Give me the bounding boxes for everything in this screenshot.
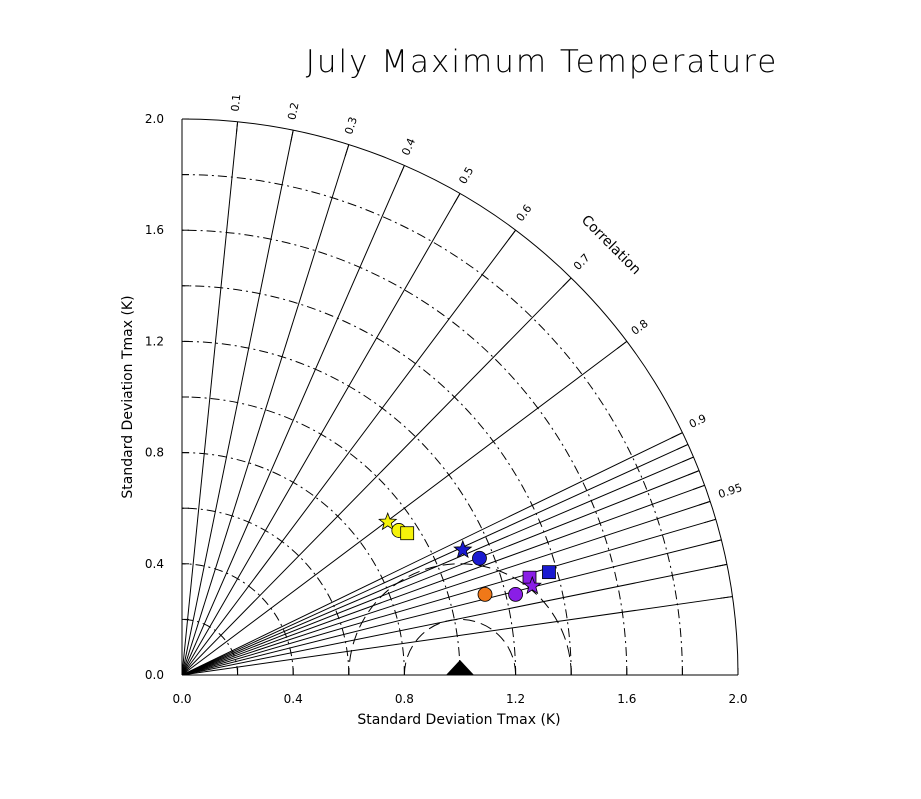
correlation-tick bbox=[715, 563, 727, 568]
correlation-tick-label: 0.5 bbox=[456, 165, 476, 187]
grid-layer bbox=[181, 121, 733, 676]
correlation-tick bbox=[562, 277, 572, 287]
reference-point-marker bbox=[446, 660, 474, 675]
correlation-tick-label: 0.7 bbox=[571, 251, 593, 273]
correlation-tick bbox=[507, 229, 516, 241]
x-tick-label: 1.2 bbox=[506, 692, 525, 706]
std-dev-arc bbox=[181, 174, 683, 676]
correlation-line bbox=[181, 432, 683, 676]
correlation-tick bbox=[709, 539, 722, 544]
correlation-tick bbox=[399, 165, 405, 177]
correlation-tick-label: 0.3 bbox=[342, 115, 360, 136]
y-axis-label: Standard Deviation Tmax (K) bbox=[120, 295, 136, 498]
correlation-line bbox=[181, 121, 239, 676]
correlation-tick bbox=[687, 470, 700, 476]
correlation-line bbox=[181, 340, 628, 676]
correlation-tick-label: 0.95 bbox=[717, 481, 744, 501]
correlation-line bbox=[181, 229, 516, 676]
std-dev-arc bbox=[181, 396, 461, 676]
y-tick-label: 2.0 bbox=[145, 112, 164, 126]
correlation-tick bbox=[235, 121, 239, 134]
axis-layer: 0.0 0.4 0.8 1.2 1.6 2.0 0.0 0.4 0.8 1.2 1.6 2.0 0.1 0… bbox=[145, 93, 748, 706]
correlation-tick-label: 0.2 bbox=[285, 101, 301, 121]
std-dev-arc bbox=[181, 285, 572, 676]
correlation-tick-label: 0.6 bbox=[514, 202, 535, 224]
y-tick-label: 0.8 bbox=[145, 446, 164, 460]
data-point-circle bbox=[508, 586, 523, 602]
correlation-tick bbox=[682, 456, 694, 463]
correlation-line bbox=[181, 484, 705, 676]
y-tick-label: 1.6 bbox=[145, 223, 164, 237]
correlation-line bbox=[181, 539, 722, 676]
correlation-line bbox=[181, 193, 461, 676]
correlation-tick-label: 0.8 bbox=[629, 317, 651, 338]
x-axis-label: Standard Deviation Tmax (K) bbox=[357, 712, 560, 728]
chart-title: July Maximum Temperature bbox=[306, 44, 779, 80]
correlation-tick bbox=[344, 144, 350, 157]
correlation-line bbox=[181, 165, 405, 676]
std-dev-arc bbox=[181, 229, 628, 676]
data-point-star bbox=[453, 539, 473, 559]
correlation-line bbox=[181, 444, 689, 676]
data-point-square bbox=[400, 526, 415, 541]
data-point-circle bbox=[477, 586, 493, 602]
x-tick-label: 0.8 bbox=[395, 692, 414, 706]
correlation-tick bbox=[453, 193, 461, 205]
correlation-tick bbox=[720, 596, 733, 599]
marker-layer bbox=[378, 511, 556, 675]
outer-arc bbox=[181, 118, 739, 676]
y-tick-label: 0.0 bbox=[145, 668, 164, 682]
correlation-line bbox=[181, 596, 733, 676]
correlation-line bbox=[181, 456, 694, 676]
correlation-line bbox=[181, 518, 716, 676]
correlation-tick-label: 0.1 bbox=[229, 93, 244, 112]
correlation-tick bbox=[616, 340, 628, 350]
correlation-line bbox=[181, 130, 294, 676]
x-tick-label: 1.6 bbox=[617, 692, 636, 706]
std-dev-arc bbox=[181, 340, 517, 676]
correlation-tick bbox=[671, 432, 683, 439]
correlation-tick bbox=[676, 444, 689, 450]
rms-arc bbox=[348, 563, 572, 676]
correlation-tick bbox=[290, 130, 294, 143]
correlation-tick-label: 0.4 bbox=[399, 136, 418, 157]
correlation-line bbox=[181, 563, 727, 676]
x-tick-label: 0.4 bbox=[284, 692, 303, 706]
correlation-tick-label: 0.9 bbox=[687, 412, 708, 431]
correlation-tick bbox=[698, 500, 711, 506]
x-tick-label: 0.0 bbox=[172, 692, 191, 706]
correlation-line bbox=[181, 277, 572, 676]
correlation-line bbox=[181, 144, 350, 676]
x-tick-label: 2.0 bbox=[728, 692, 747, 706]
y-tick-label: 1.2 bbox=[145, 334, 164, 348]
data-point-star bbox=[522, 575, 542, 595]
std-dev-arc bbox=[181, 452, 405, 676]
data-point-circle bbox=[472, 550, 487, 566]
data-point-star bbox=[378, 511, 398, 531]
correlation-tick bbox=[704, 518, 716, 524]
std-dev-arc bbox=[181, 563, 294, 676]
correlation-arc-label: Correlation bbox=[578, 212, 644, 278]
y-tick-label: 0.4 bbox=[145, 557, 164, 571]
correlation-line bbox=[181, 470, 700, 676]
rms-arc bbox=[403, 618, 517, 676]
data-point-square bbox=[542, 565, 556, 580]
correlation-line bbox=[181, 500, 711, 676]
correlation-tick bbox=[693, 484, 705, 490]
std-dev-arc bbox=[181, 618, 239, 676]
